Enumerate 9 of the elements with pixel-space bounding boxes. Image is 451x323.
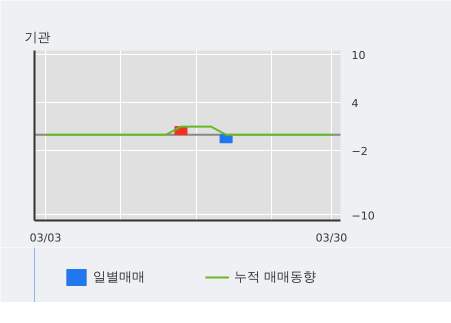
y-tick-label: 4 — [352, 97, 358, 110]
y-tick-label: −10 — [352, 209, 375, 222]
chart-title: 기관 — [24, 30, 50, 46]
legend-label: 누적 매매동향 — [234, 269, 316, 286]
legend-label: 일별매매 — [93, 269, 145, 286]
x-tick-label: 03/03 — [30, 232, 62, 244]
y-tick-label: 10 — [352, 49, 366, 62]
y-tick-label: −2 — [352, 145, 368, 158]
x-tick-label: 03/30 — [316, 232, 348, 244]
